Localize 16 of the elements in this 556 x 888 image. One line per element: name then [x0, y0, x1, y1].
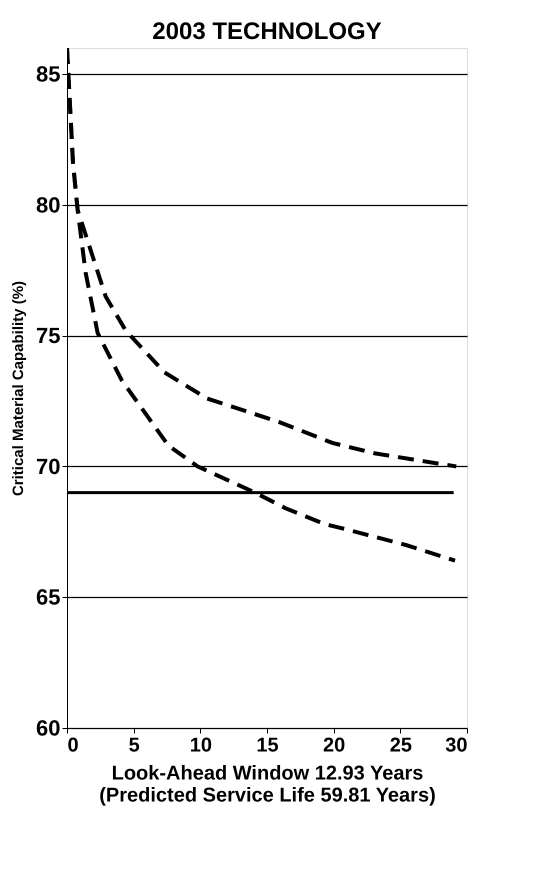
x-axis-title: Look-Ahead Window 12.93 Years (Predicted Service Life 59.81 Years) — [99, 762, 436, 806]
y-tick-label: 80 — [36, 192, 60, 218]
x-tick-label: 15 — [256, 734, 279, 756]
x-tick-label: 5 — [128, 734, 140, 756]
y-tick-label: 70 — [36, 454, 60, 479]
chart-title: 2003 TECHNOLOGY — [152, 18, 382, 45]
x-tick-label: 20 — [323, 734, 346, 756]
x-tick-label: 0 — [68, 734, 79, 756]
x-tick-label: 30 — [445, 734, 468, 756]
x-tick-label: 10 — [190, 734, 212, 756]
x-tick-label: 25 — [390, 734, 412, 756]
y-tick-label: 85 — [36, 62, 60, 87]
y-tick-label: 75 — [36, 323, 60, 348]
y-axis-title: Critical Material Capability (%) — [10, 280, 28, 496]
y-tick-label: 60 — [36, 716, 60, 740]
y-tick-label: 65 — [36, 584, 60, 610]
